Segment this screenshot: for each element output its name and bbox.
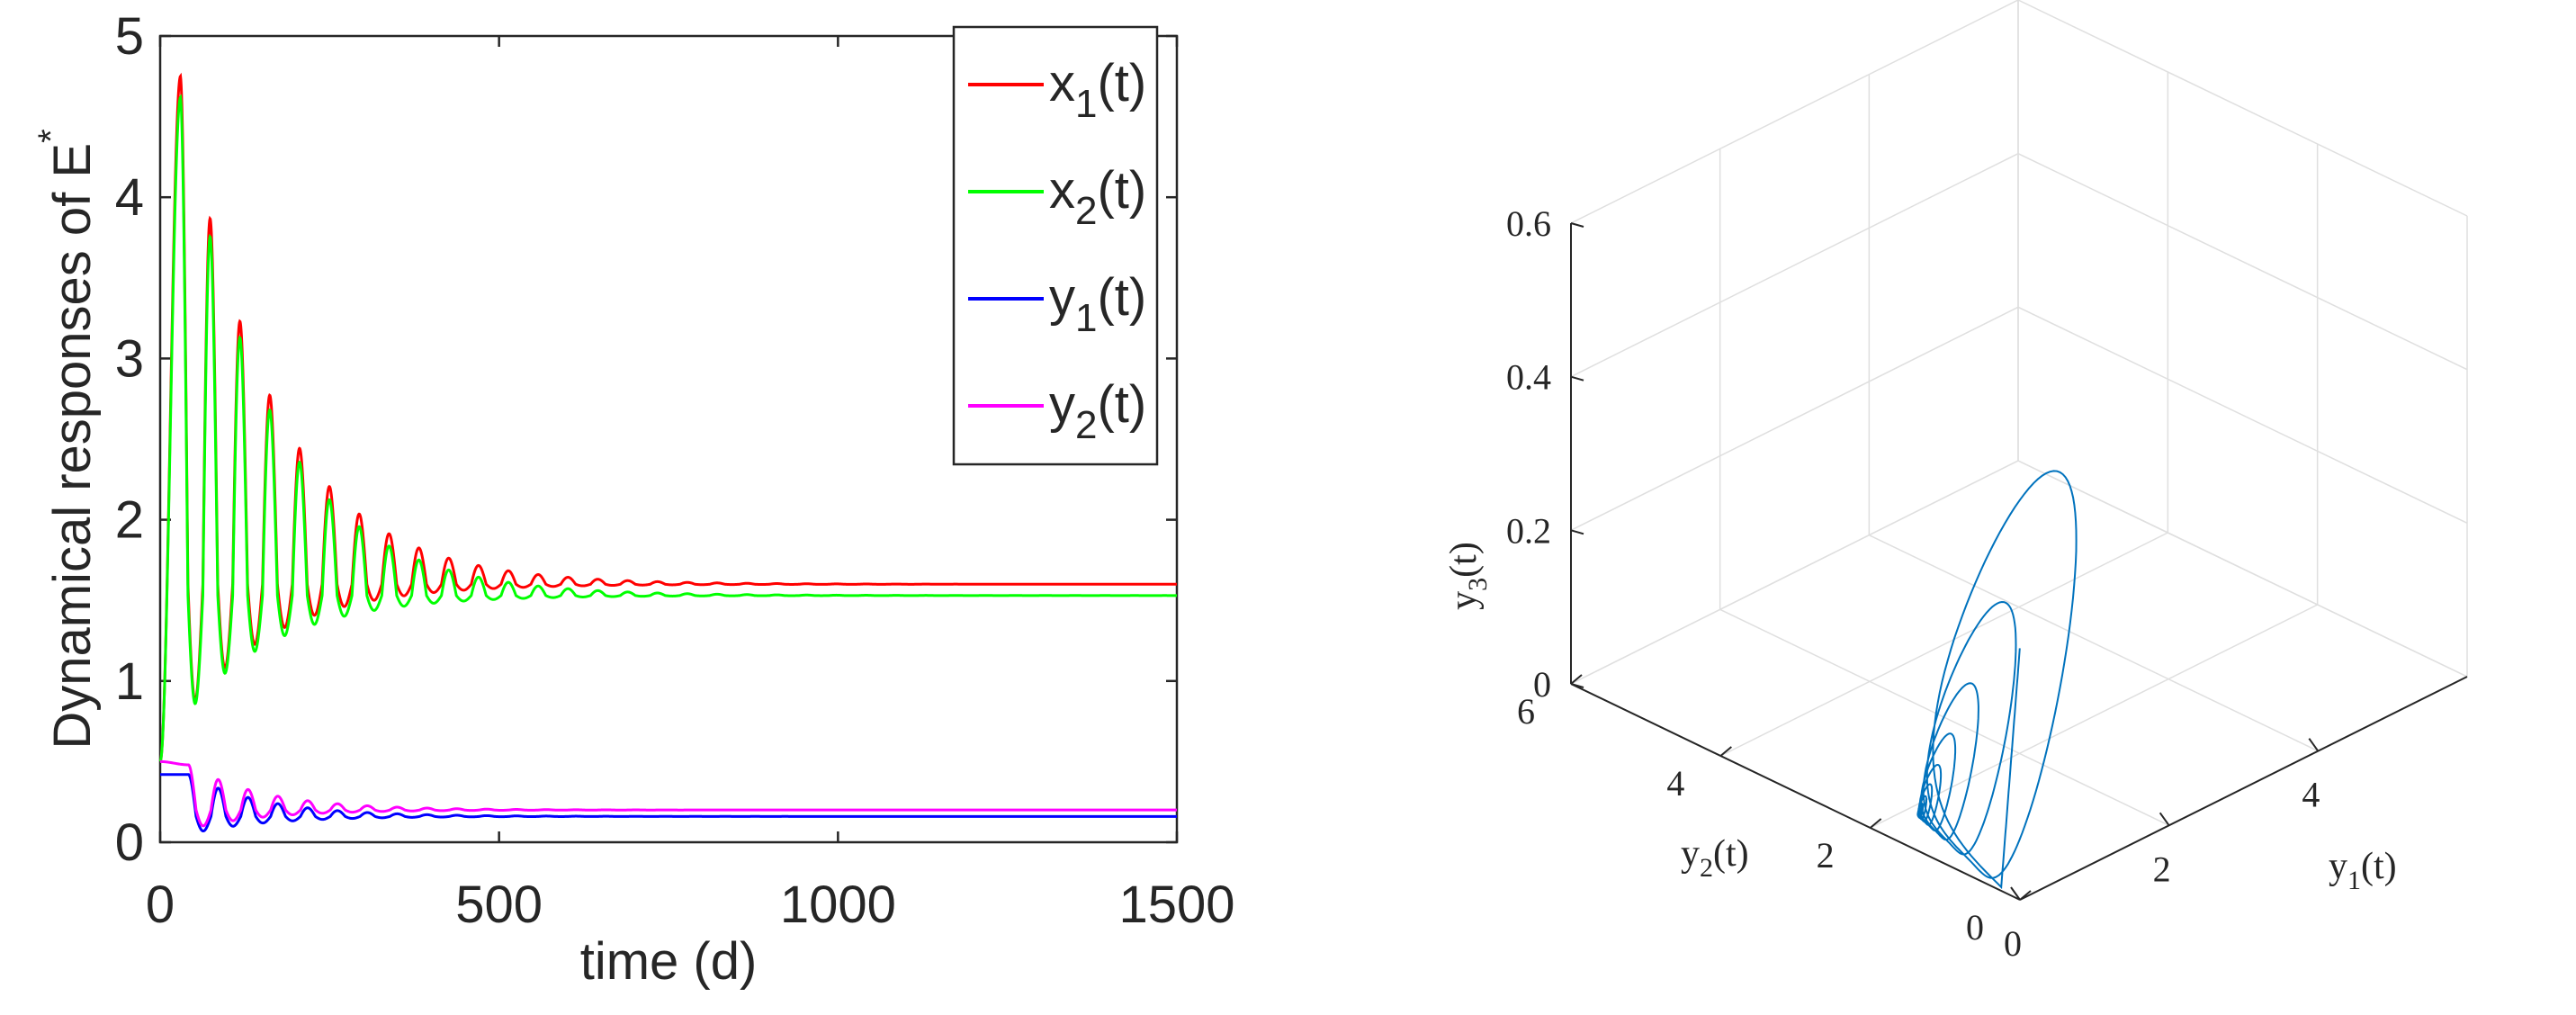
x-tick-mark <box>2159 812 2170 826</box>
legend-label: x1(t) <box>1049 54 1146 126</box>
time-series-chart: 0 1 2 3 4 5 0 500 1000 1500 time (d) Dynamical r… <box>31 7 1235 991</box>
series-lines <box>158 72 1177 833</box>
y-tick-labels: 0 1 2 3 4 5 <box>115 7 144 872</box>
y-axis-label: Dynamical responses of E* <box>31 129 102 749</box>
x-tick-mark <box>2010 886 2021 901</box>
x-tick-label: 1000 <box>780 876 896 934</box>
x-axis-label: time (d) <box>580 932 758 991</box>
series-line-y1 <box>160 773 1177 833</box>
legend: x1(t) x2(t) y1(t) y2(t) <box>952 25 1159 466</box>
y-tick-label: 2 <box>1817 835 1835 876</box>
grid-line <box>1570 306 2019 532</box>
z-tick-label: 0.2 <box>1506 510 1551 551</box>
x-tick-label: 0 <box>2004 923 2022 964</box>
y-axis-line <box>1570 683 2021 901</box>
legend-label: x2(t) <box>1049 161 1146 233</box>
grid-line <box>1570 0 2019 224</box>
z-tick-mark <box>1570 222 1584 228</box>
y-tick-label: 4 <box>1666 763 1684 804</box>
y-tick-label: 5 <box>115 7 144 66</box>
trajectory-line <box>1916 470 2078 890</box>
x-tick-label: 500 <box>455 876 543 934</box>
y-tick-label: 6 <box>1517 691 1535 732</box>
grid-line <box>1870 604 2319 829</box>
grid-line <box>2017 460 2468 678</box>
x-tick-labels: 0 500 1000 1500 <box>146 876 1235 934</box>
z-tick-mark <box>1570 375 1584 382</box>
y-tick-mark <box>1719 746 1732 757</box>
y-tick-label: 3 <box>115 329 144 388</box>
legend-entries: x1(t) x2(t) y1(t) y2(t) <box>968 54 1146 447</box>
y-tick-label: 0 <box>1966 907 1984 948</box>
z-tick-mark <box>1570 683 1584 688</box>
legend-label: y2(t) <box>1049 375 1146 447</box>
z-tick-label: 0.4 <box>1506 357 1551 398</box>
grid-line <box>1570 152 2019 378</box>
y-tick-label: 1 <box>115 652 144 711</box>
y-tick-mark <box>1570 674 1583 685</box>
x-axis-line <box>2019 676 2468 901</box>
x-tick-label: 1500 <box>1118 876 1234 934</box>
grid-line <box>2017 152 2468 371</box>
z-axis-label: y3(t) <box>1443 542 1493 610</box>
y-tick-label: 0 <box>115 813 144 872</box>
x-tick-label: 0 <box>146 876 175 934</box>
tick-marks <box>158 34 1179 844</box>
grid-line <box>2017 306 2468 525</box>
series-line-x1 <box>158 72 1177 763</box>
series-line-y2 <box>160 759 1177 828</box>
legend-label: y1(t) <box>1049 268 1146 340</box>
x-tick-label: 4 <box>2302 775 2320 815</box>
y-axis-label-superscript: * <box>31 129 71 143</box>
grid-line <box>1570 460 2019 685</box>
y-axis-label-text: Dynamical responses of E <box>43 143 102 750</box>
x-tick-mark <box>2308 738 2320 752</box>
y-tick-mark <box>2019 890 2032 901</box>
legend-box <box>952 25 1159 466</box>
z-tick-label: 0 <box>1533 664 1551 705</box>
z-tick-mark <box>1570 529 1584 535</box>
y-tick-label: 2 <box>115 491 144 550</box>
y-axis-label-3d: y2(t) <box>1681 833 1749 883</box>
grid-lines <box>1570 0 2468 901</box>
grid-line <box>2017 0 2468 217</box>
z-tick-label: 0.6 <box>1506 203 1551 244</box>
y-tick-label: 4 <box>115 168 144 227</box>
grid-line <box>1719 532 2168 757</box>
grid-line <box>1869 534 2319 752</box>
axis-lines <box>1570 223 2468 901</box>
x-axis-label-3d: y1(t) <box>2329 846 2397 895</box>
series-line-x2 <box>158 94 1177 763</box>
x-tick-label: 2 <box>2153 849 2171 889</box>
y-tick-mark <box>1870 818 1882 829</box>
